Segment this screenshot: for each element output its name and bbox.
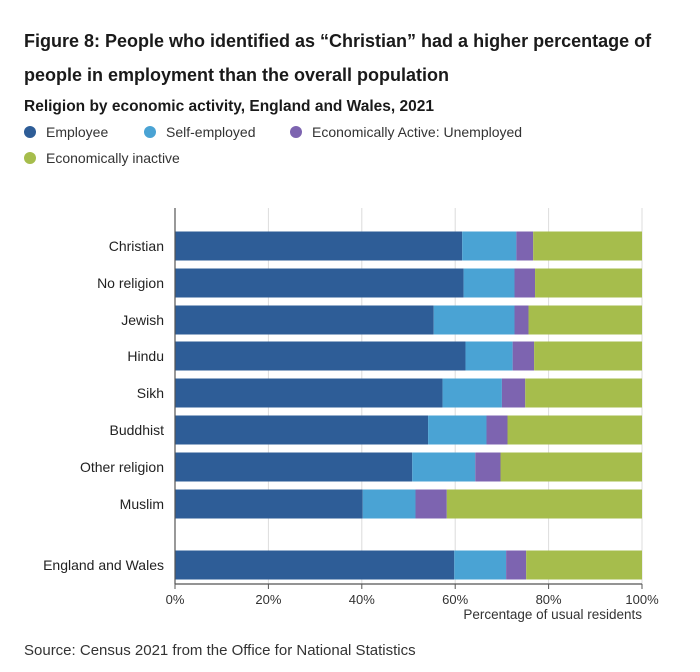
category-label-christian: Christian — [109, 238, 164, 254]
bar-jewish-self-employed — [433, 305, 515, 335]
bar-england-and-wales-economically-inactive — [526, 550, 642, 580]
legend-swatch-unemployed — [290, 126, 302, 138]
bar-buddhist-economically-active-unemployed — [486, 415, 508, 445]
legend-swatch-self-employed — [144, 126, 156, 138]
bar-muslim-employee — [175, 489, 363, 519]
x-tick-label-3: 60% — [442, 592, 468, 607]
bar-no-religion-economically-inactive — [535, 268, 642, 298]
bar-muslim-self-employed — [362, 489, 416, 519]
x-tick-label-1: 20% — [255, 592, 281, 607]
bar-other-religion-economically-active-unemployed — [475, 452, 501, 482]
legend-swatch-employee — [24, 126, 36, 138]
bar-england-and-wales-self-employed — [454, 550, 507, 580]
category-label-no-religion: No religion — [97, 275, 164, 291]
x-tick-label-5: 100% — [625, 592, 659, 607]
x-axis-title: Percentage of usual residents — [463, 607, 642, 622]
bar-sikh-economically-active-unemployed — [501, 378, 526, 408]
bar-other-religion-employee — [175, 452, 413, 482]
bar-sikh-economically-inactive — [525, 378, 642, 408]
category-label-buddhist: Buddhist — [110, 422, 165, 438]
legend-label-self-employed: Self-employed — [166, 124, 256, 140]
x-tick-label-0: 0% — [166, 592, 185, 607]
source-note: Source: Census 2021 from the Office for … — [24, 642, 416, 659]
bar-england-and-wales-economically-active-unemployed — [506, 550, 527, 580]
bar-jewish-economically-active-unemployed — [514, 305, 529, 335]
bar-jewish-employee — [175, 305, 434, 335]
bar-christian-self-employed — [462, 231, 517, 261]
category-label-hindu: Hindu — [127, 348, 164, 364]
bar-other-religion-self-employed — [412, 452, 476, 482]
legend-item-employee[interactable]: Employee — [24, 124, 108, 140]
bar-hindu-employee — [175, 341, 466, 371]
bar-buddhist-economically-inactive — [507, 415, 642, 445]
bar-buddhist-self-employed — [428, 415, 487, 445]
legend-swatch-economically-inactive — [24, 152, 36, 164]
x-tick-label-4: 80% — [536, 592, 562, 607]
bar-no-religion-economically-active-unemployed — [514, 268, 536, 298]
bar-christian-economically-active-unemployed — [516, 231, 534, 261]
bar-buddhist-employee — [175, 415, 429, 445]
chart-title: Religion by economic activity, England a… — [24, 98, 435, 115]
bar-sikh-employee — [175, 378, 443, 408]
bar-hindu-economically-active-unemployed — [512, 341, 535, 371]
bar-hindu-self-employed — [465, 341, 513, 371]
legend-label-employee: Employee — [46, 124, 109, 140]
bar-jewish-economically-inactive — [528, 305, 642, 335]
category-label-sikh: Sikh — [137, 385, 164, 401]
category-label-other-religion: Other religion — [80, 459, 164, 475]
bar-christian-employee — [175, 231, 463, 261]
bar-sikh-self-employed — [442, 378, 502, 408]
bar-england-and-wales-employee — [175, 550, 455, 580]
category-label-jewish: Jewish — [121, 312, 164, 328]
figure-title: Figure 8: People who identified as “Chri… — [24, 31, 652, 85]
bar-hindu-economically-inactive — [534, 341, 642, 371]
bar-no-religion-self-employed — [463, 268, 515, 298]
bar-other-religion-economically-inactive — [500, 452, 642, 482]
category-label-england-and-wales: England and Wales — [43, 557, 164, 573]
legend-item-self-employed[interactable]: Self-employed — [144, 124, 256, 140]
legend-label-unemployed: Economically Active: Unemployed — [312, 124, 523, 140]
legend-label-economically-inactive: Economically inactive — [46, 150, 180, 166]
bar-muslim-economically-inactive — [446, 489, 642, 519]
legend-item-economically-inactive[interactable]: Economically inactive — [24, 150, 180, 166]
x-tick-label-2: 40% — [349, 592, 375, 607]
bar-no-religion-employee — [175, 268, 464, 298]
bar-christian-economically-inactive — [533, 231, 642, 261]
bar-muslim-economically-active-unemployed — [415, 489, 447, 519]
category-label-muslim: Muslim — [120, 496, 164, 512]
legend-item-unemployed[interactable]: Economically Active: Unemployed — [290, 124, 522, 140]
